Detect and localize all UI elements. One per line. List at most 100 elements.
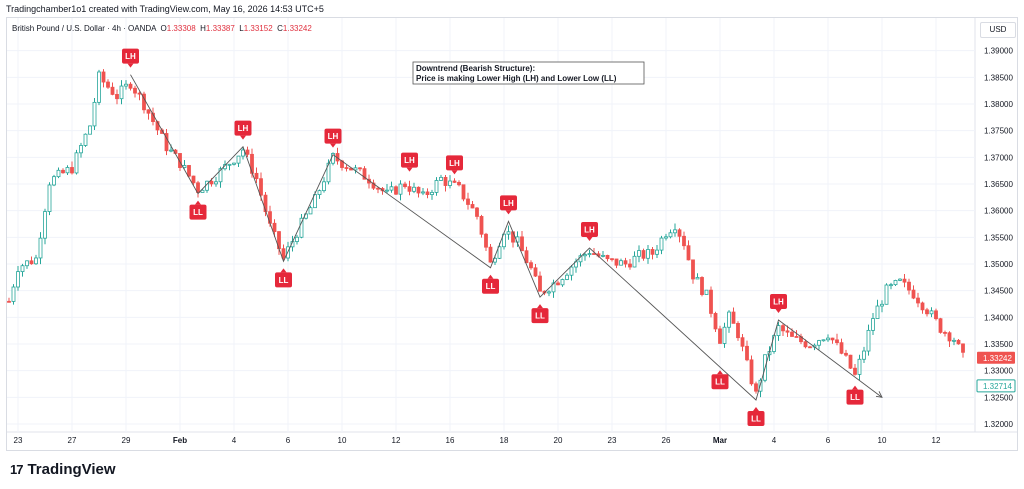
candle-down [736, 322, 740, 339]
candle-down [718, 328, 722, 344]
candle-up [313, 194, 317, 209]
marker-pointer [753, 407, 759, 411]
candle-down [457, 181, 461, 186]
candle-up [232, 162, 236, 165]
chart-credit-line: Tradingchamber1o1 created with TradingVi… [6, 4, 324, 14]
candle-down [934, 310, 938, 320]
candle-down [844, 352, 848, 356]
candle-up [448, 180, 452, 186]
price-tags: 1.33242 1.32714 [976, 351, 1016, 393]
candle-up [673, 229, 677, 234]
swing-markers: LH LL LH LL LH LH LH LL LH LL LH LL LL LH LL [122, 48, 864, 426]
candle-down [947, 332, 952, 342]
lower-low-marker: LL [482, 274, 499, 294]
candle-down [272, 222, 277, 232]
candle-down [533, 267, 538, 277]
marker-label: LH [328, 132, 339, 141]
candle-down [259, 178, 263, 196]
candle-up [857, 358, 862, 375]
candle-up [434, 180, 439, 193]
symbol-legend: British Pound / U.S. Dollar · 4h · OANDA… [12, 24, 312, 33]
candle-up [659, 237, 664, 251]
currency-button[interactable]: USD [980, 22, 1016, 38]
price-axis: 1.39000 1.38500 1.38000 1.37500 1.37000 1.365… [984, 47, 1013, 429]
candle-down [830, 337, 835, 341]
candle-down [29, 260, 34, 265]
marker-box [747, 411, 765, 426]
candle-down [835, 339, 839, 344]
candle-up [898, 278, 902, 281]
candle-up [506, 231, 511, 235]
lower-high-marker: LH [122, 48, 139, 68]
price-tick-label: 1.39000 [984, 47, 1013, 56]
candle-down [196, 182, 200, 193]
candle-up [565, 274, 569, 280]
candle-down [520, 236, 524, 252]
marker-pointer [451, 170, 458, 175]
candle-up [601, 254, 605, 257]
candle-down [110, 86, 115, 95]
price-tick-label: 1.38500 [984, 73, 1013, 82]
annotation-box: Downtrend (Bearish Structure):Price is m… [412, 61, 645, 85]
price-tick-label: 1.34500 [984, 287, 1013, 296]
candle-down [344, 167, 349, 169]
candle-up [817, 340, 821, 346]
lower-high-marker: LH [500, 195, 517, 215]
price-tick-label: 1.35500 [984, 233, 1013, 242]
candle-down [803, 341, 808, 348]
candle-up [34, 257, 38, 265]
candle-up [124, 83, 128, 87]
candle-down [425, 191, 430, 195]
candle-down [106, 81, 110, 88]
candle-down [677, 229, 682, 237]
candle-up [308, 207, 313, 215]
candle-down [785, 330, 790, 333]
candle-up [119, 85, 124, 100]
price-tick-label: 1.35000 [984, 260, 1013, 269]
candle-up [880, 303, 884, 307]
candle-up [353, 167, 358, 171]
last-price-value: 1.33242 [983, 354, 1012, 363]
marker-pointer [240, 135, 246, 140]
candle-up [322, 181, 326, 192]
candle-up [560, 279, 565, 286]
marker-pointer [487, 274, 494, 279]
open-label: O [160, 24, 167, 33]
candle-up [88, 125, 92, 135]
time-tick-label: 10 [878, 436, 887, 445]
time-tick-label: 12 [932, 436, 941, 445]
candle-up [727, 311, 731, 328]
candle-down [538, 275, 542, 292]
candle-up [587, 253, 592, 256]
marker-box [275, 272, 292, 288]
candle-down [443, 176, 448, 186]
candle-down [128, 83, 133, 89]
time-tick-label: 10 [338, 436, 347, 445]
candle-down [479, 216, 484, 235]
marker-pointer [586, 237, 593, 241]
lower-high-marker: LH [581, 222, 598, 241]
candle-down [920, 302, 925, 311]
low-value: 1.33152 [243, 24, 273, 33]
candle-down [466, 198, 470, 205]
time-tick-label: 26 [662, 436, 671, 445]
candle-down [839, 342, 844, 354]
tradingview-brand[interactable]: 17 TradingView [10, 461, 116, 478]
marker-pointer [537, 304, 543, 309]
candle-up [776, 325, 781, 337]
candle-up [884, 284, 889, 305]
candle-down [961, 343, 965, 353]
price-tick-label: 1.38000 [984, 100, 1013, 109]
lower-high-marker: LH [446, 155, 463, 175]
grid-lines [7, 18, 1017, 433]
candle-down [853, 367, 857, 375]
candle-down [470, 204, 475, 209]
candle-up [200, 189, 205, 193]
time-tick-label: Feb [173, 436, 187, 445]
lower-high-marker: LH [770, 294, 787, 313]
candle-up [704, 289, 709, 295]
price-tick-label: 1.32000 [984, 420, 1013, 429]
candle-down [749, 359, 754, 385]
candle-up [326, 162, 331, 183]
